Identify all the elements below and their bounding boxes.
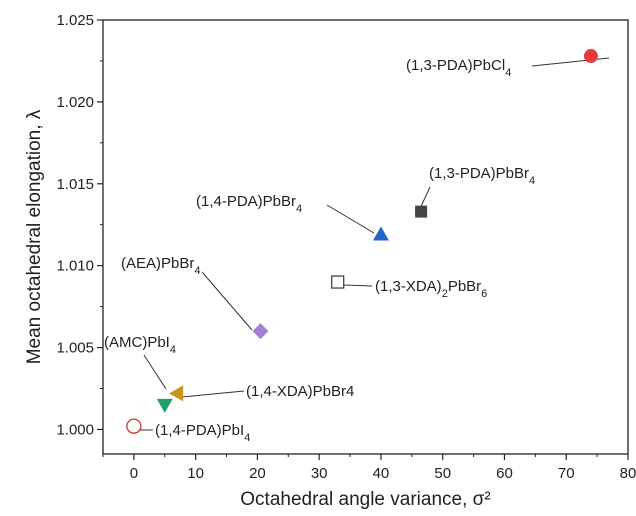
- plot-border: [102, 19, 629, 455]
- point-label: (1,4-PDA)PbBr4: [196, 193, 302, 215]
- y-tick-label: 1.005: [56, 340, 94, 357]
- x-tick-label: 10: [187, 465, 204, 482]
- x-tick-label: 50: [434, 465, 451, 482]
- x-axis-ticks: 0 10 20 30 40 50 60 70 80: [102, 454, 636, 482]
- leader-line: [201, 271, 253, 331]
- x-tick-label: 70: [558, 465, 575, 482]
- data-point: [169, 385, 184, 402]
- x-tick-label: 0: [130, 465, 138, 482]
- point-label: (1,3-XDA)2PbBr6: [375, 278, 487, 300]
- data-point: [252, 323, 269, 340]
- point-label: (1,3-PDA)PbBr4: [429, 165, 535, 187]
- data-point: [415, 205, 428, 218]
- point-label: (1,3-PDA)PbCl4: [406, 57, 511, 79]
- x-tick-label: 80: [620, 465, 636, 482]
- data-point: [331, 275, 345, 289]
- label-leader-lines: [136, 57, 610, 431]
- x-tick-label: 40: [373, 465, 390, 482]
- point-label: (AEA)PbBr4: [121, 255, 200, 277]
- point-labels: (1,3-PDA)PbCl4 (1,3-PDA)PbBr4 (1,4-PDA)PbB…: [104, 57, 535, 444]
- y-tick-label: 1.025: [56, 12, 94, 29]
- point-label: (1,4-XDA)PbBr4: [246, 383, 354, 400]
- x-tick-label: 60: [496, 465, 513, 482]
- plot-frame: [102, 19, 629, 455]
- x-tick-label: 30: [311, 465, 328, 482]
- x-axis-title: Octahedral angle variance, σ²: [240, 489, 490, 510]
- data-point: [156, 398, 173, 413]
- point-label: (AMC)PbI4: [104, 334, 176, 356]
- leader-line: [531, 57, 610, 67]
- y-tick-label: 1.015: [56, 176, 94, 193]
- leader-line: [343, 284, 373, 287]
- leader-line: [326, 204, 375, 234]
- data-point: [583, 49, 598, 64]
- y-axis-ticks: 1.000 1.005 1.010 1.015 1.020 1.025: [56, 12, 103, 438]
- point-label: (1,4-PDA)PbI4: [155, 422, 250, 444]
- leader-line: [181, 390, 245, 398]
- y-axis-title: Mean octahedral elongation, λ: [24, 109, 45, 364]
- data-points: [126, 49, 598, 434]
- y-tick-label: 1.010: [56, 258, 94, 275]
- y-tick-label: 1.020: [56, 94, 94, 111]
- leader-line: [143, 354, 167, 390]
- x-tick-label: 20: [249, 465, 266, 482]
- y-tick-label: 1.000: [56, 421, 94, 438]
- data-point: [372, 226, 389, 241]
- data-point: [126, 418, 142, 434]
